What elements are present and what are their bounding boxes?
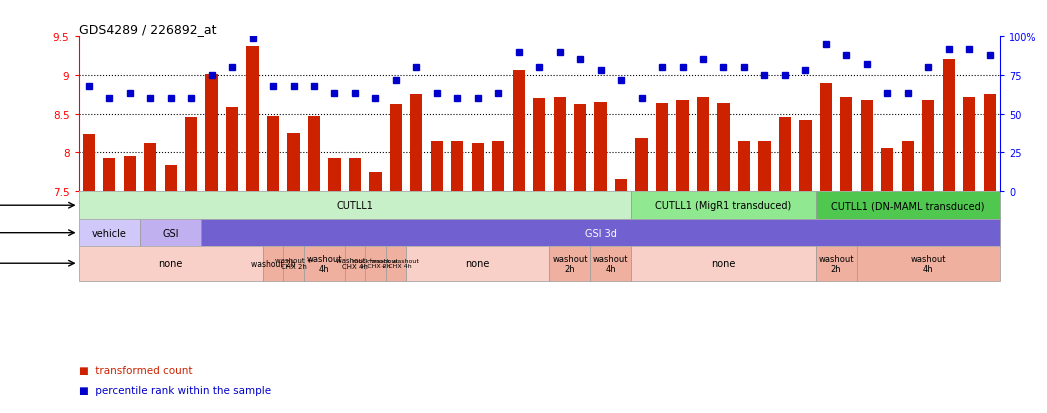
- Text: washout
2h: washout 2h: [819, 254, 854, 273]
- Bar: [901, 142, 914, 192]
- Text: GSI: GSI: [162, 228, 179, 238]
- Bar: [205, 75, 218, 192]
- Bar: [595, 103, 607, 192]
- Bar: [554, 97, 565, 192]
- Bar: [591, 246, 631, 281]
- Text: washout
4h: washout 4h: [593, 254, 628, 273]
- Bar: [840, 97, 852, 192]
- Text: CUTLL1 (MigR1 transduced): CUTLL1 (MigR1 transduced): [655, 201, 792, 211]
- Bar: [574, 105, 586, 192]
- Text: washout
2h: washout 2h: [552, 254, 587, 273]
- Text: washout +
CHX 4h: washout + CHX 4h: [336, 257, 374, 270]
- Text: mock washout
+ CHX 4h: mock washout + CHX 4h: [373, 259, 419, 269]
- Bar: [246, 47, 259, 192]
- Text: ■  transformed count: ■ transformed count: [79, 365, 192, 375]
- Text: washout
4h: washout 4h: [307, 254, 342, 273]
- Bar: [983, 95, 996, 192]
- Bar: [267, 116, 280, 192]
- Bar: [406, 246, 550, 281]
- Bar: [922, 101, 934, 192]
- Bar: [697, 97, 709, 192]
- Bar: [471, 144, 484, 192]
- Bar: [284, 246, 304, 281]
- Bar: [79, 192, 631, 220]
- Text: none: none: [466, 259, 490, 268]
- Text: washout +
CHX 2h: washout + CHX 2h: [274, 257, 312, 270]
- Bar: [963, 97, 976, 192]
- Bar: [185, 117, 197, 192]
- Bar: [799, 121, 811, 192]
- Bar: [287, 134, 299, 192]
- Bar: [308, 116, 320, 192]
- Bar: [717, 104, 730, 192]
- Bar: [513, 71, 525, 192]
- Bar: [79, 246, 263, 281]
- Bar: [329, 158, 340, 192]
- Text: mock washout
+ CHX 2h: mock washout + CHX 2h: [353, 259, 398, 269]
- Bar: [226, 108, 239, 192]
- Bar: [304, 246, 344, 281]
- Text: GSI 3d: GSI 3d: [584, 228, 617, 238]
- Text: washout
4h: washout 4h: [911, 254, 946, 273]
- Bar: [856, 246, 1000, 281]
- Bar: [79, 220, 140, 246]
- Bar: [631, 246, 816, 281]
- Text: washout 2h: washout 2h: [251, 259, 295, 268]
- Bar: [263, 246, 284, 281]
- Bar: [655, 104, 668, 192]
- Bar: [861, 101, 873, 192]
- Bar: [533, 99, 545, 192]
- Bar: [550, 246, 591, 281]
- Text: vehicle: vehicle: [92, 228, 127, 238]
- Bar: [344, 246, 365, 281]
- Bar: [140, 220, 201, 246]
- Bar: [83, 134, 95, 192]
- Bar: [430, 142, 443, 192]
- Text: ■  percentile rank within the sample: ■ percentile rank within the sample: [79, 385, 271, 395]
- Bar: [820, 84, 832, 192]
- Bar: [410, 95, 423, 192]
- Bar: [615, 179, 627, 192]
- Bar: [164, 166, 177, 192]
- Text: CUTLL1: CUTLL1: [336, 201, 374, 211]
- Bar: [385, 246, 406, 281]
- Bar: [942, 60, 955, 192]
- Text: CUTLL1 (DN-MAML transduced): CUTLL1 (DN-MAML transduced): [831, 201, 984, 211]
- Bar: [144, 144, 156, 192]
- Bar: [451, 142, 464, 192]
- Bar: [779, 118, 792, 192]
- Bar: [631, 192, 816, 220]
- Text: none: none: [711, 259, 736, 268]
- Bar: [676, 101, 689, 192]
- Text: GDS4289 / 226892_at: GDS4289 / 226892_at: [79, 23, 216, 36]
- Bar: [201, 220, 1000, 246]
- Bar: [816, 192, 1000, 220]
- Bar: [370, 172, 381, 192]
- Bar: [103, 159, 115, 192]
- Bar: [365, 246, 385, 281]
- Bar: [124, 157, 136, 192]
- Bar: [492, 142, 505, 192]
- Bar: [349, 158, 361, 192]
- Bar: [758, 142, 771, 192]
- Bar: [882, 149, 893, 192]
- Bar: [389, 104, 402, 192]
- Text: none: none: [158, 259, 183, 268]
- Bar: [738, 142, 750, 192]
- Bar: [816, 246, 856, 281]
- Bar: [636, 138, 648, 192]
